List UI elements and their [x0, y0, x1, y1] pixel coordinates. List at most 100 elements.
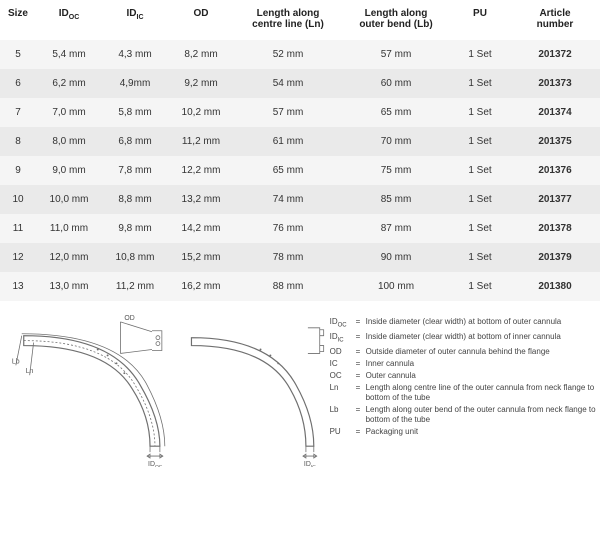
- cell-idic: 10,8 mm: [102, 243, 168, 272]
- legend-key: IDOC: [330, 317, 356, 330]
- legend-eq: =: [356, 427, 366, 437]
- cell-size: 7: [0, 98, 36, 127]
- cell-od: 12,2 mm: [168, 156, 234, 185]
- cell-pu: 1 Set: [450, 40, 510, 69]
- legend-key: OC: [330, 371, 356, 381]
- legend-eq: =: [356, 359, 366, 369]
- cell-idoc: 5,4 mm: [36, 40, 102, 69]
- cell-art: 201379: [510, 243, 600, 272]
- cell-idic: 8,8 mm: [102, 185, 168, 214]
- cell-idic: 4,9mm: [102, 69, 168, 98]
- legend-eq: =: [356, 332, 366, 345]
- cell-art: 201375: [510, 127, 600, 156]
- cannula-diagram: OD Lb Ln IDOC: [4, 307, 330, 467]
- cell-lb: 90 mm: [342, 243, 450, 272]
- col-header-idoc: IDOC: [36, 0, 102, 40]
- cell-size: 6: [0, 69, 36, 98]
- cell-pu: 1 Set: [450, 214, 510, 243]
- cell-ln: 78 mm: [234, 243, 342, 272]
- cell-lb: 87 mm: [342, 214, 450, 243]
- legend-value: Inner cannula: [366, 359, 596, 369]
- table-row: 99,0 mm7,8 mm12,2 mm65 mm75 mm1 Set20137…: [0, 156, 600, 185]
- cell-ln: 74 mm: [234, 185, 342, 214]
- cell-od: 9,2 mm: [168, 69, 234, 98]
- col-header-idic: IDIC: [102, 0, 168, 40]
- legend-key: Lb: [330, 405, 356, 425]
- legend-row: IDIC=Inside diameter (clear width) at bo…: [330, 332, 596, 345]
- legend-value: Inside diameter (clear width) at bottom …: [366, 317, 596, 330]
- col-header-ln: Length alongcentre line (Ln): [234, 0, 342, 40]
- cell-od: 14,2 mm: [168, 214, 234, 243]
- diagram-label-od: OD: [124, 315, 134, 322]
- table-row: 55,4 mm4,3 mm8,2 mm52 mm57 mm1 Set201372: [0, 40, 600, 69]
- legend-key: PU: [330, 427, 356, 437]
- legend-row: IC=Inner cannula: [330, 359, 596, 369]
- table-row: 1212,0 mm10,8 mm15,2 mm78 mm90 mm1 Set20…: [0, 243, 600, 272]
- legend-row: OD=Outside diameter of outer cannula beh…: [330, 347, 596, 357]
- cell-ln: 54 mm: [234, 69, 342, 98]
- legend-value: Inside diameter (clear width) at bottom …: [366, 332, 596, 345]
- spec-table: SizeIDOCIDICODLength alongcentre line (L…: [0, 0, 600, 301]
- cell-lb: 70 mm: [342, 127, 450, 156]
- cell-ln: 52 mm: [234, 40, 342, 69]
- cell-idic: 5,8 mm: [102, 98, 168, 127]
- cell-pu: 1 Set: [450, 243, 510, 272]
- diagram-label-idic: IDIC: [304, 461, 316, 467]
- col-header-art: Articlenumber: [510, 0, 600, 40]
- cell-pu: 1 Set: [450, 98, 510, 127]
- table-row: 88,0 mm6,8 mm11,2 mm61 mm70 mm1 Set20137…: [0, 127, 600, 156]
- legend-value: Length along centre line of the outer ca…: [366, 383, 596, 403]
- cell-lb: 60 mm: [342, 69, 450, 98]
- table-row: 66,2 mm4,9mm9,2 mm54 mm60 mm1 Set201373: [0, 69, 600, 98]
- cell-idoc: 8,0 mm: [36, 127, 102, 156]
- legend-row: OC=Outer cannula: [330, 371, 596, 381]
- legend-eq: =: [356, 317, 366, 330]
- cell-size: 12: [0, 243, 36, 272]
- cell-idoc: 10,0 mm: [36, 185, 102, 214]
- legend-eq: =: [356, 347, 366, 357]
- cell-od: 13,2 mm: [168, 185, 234, 214]
- cell-od: 16,2 mm: [168, 272, 234, 301]
- table-row: 1111,0 mm9,8 mm14,2 mm76 mm87 mm1 Set201…: [0, 214, 600, 243]
- legend-value: Outside diameter of outer cannula behind…: [366, 347, 596, 357]
- table-header: SizeIDOCIDICODLength alongcentre line (L…: [0, 0, 600, 40]
- table-row: 1010,0 mm8,8 mm13,2 mm74 mm85 mm1 Set201…: [0, 185, 600, 214]
- table-body: 55,4 mm4,3 mm8,2 mm52 mm57 mm1 Set201372…: [0, 40, 600, 301]
- cell-idic: 7,8 mm: [102, 156, 168, 185]
- cell-size: 10: [0, 185, 36, 214]
- cell-ln: 76 mm: [234, 214, 342, 243]
- legend-key: Ln: [330, 383, 356, 403]
- legend-eq: =: [356, 383, 366, 403]
- cell-art: 201373: [510, 69, 600, 98]
- cell-lb: 100 mm: [342, 272, 450, 301]
- cell-ln: 88 mm: [234, 272, 342, 301]
- cell-od: 10,2 mm: [168, 98, 234, 127]
- legend-key: OD: [330, 347, 356, 357]
- legend-row: Lb=Length along outer bend of the outer …: [330, 405, 596, 425]
- cell-ln: 61 mm: [234, 127, 342, 156]
- legend-key: IDIC: [330, 332, 356, 345]
- legend: IDOC=Inside diameter (clear width) at bo…: [330, 307, 596, 467]
- legend-eq: =: [356, 405, 366, 425]
- cell-idoc: 11,0 mm: [36, 214, 102, 243]
- col-header-size: Size: [0, 0, 36, 40]
- cell-od: 11,2 mm: [168, 127, 234, 156]
- cell-idoc: 9,0 mm: [36, 156, 102, 185]
- cell-od: 8,2 mm: [168, 40, 234, 69]
- col-header-pu: PU: [450, 0, 510, 40]
- cell-lb: 57 mm: [342, 40, 450, 69]
- legend-value: Outer cannula: [366, 371, 596, 381]
- col-header-od: OD: [168, 0, 234, 40]
- cell-idoc: 7,0 mm: [36, 98, 102, 127]
- legend-row: Ln=Length along centre line of the outer…: [330, 383, 596, 403]
- cell-od: 15,2 mm: [168, 243, 234, 272]
- cell-idoc: 12,0 mm: [36, 243, 102, 272]
- cell-idic: 4,3 mm: [102, 40, 168, 69]
- diagram-label-idoc: IDOC: [148, 461, 163, 467]
- table-row: 77,0 mm5,8 mm10,2 mm57 mm65 mm1 Set20137…: [0, 98, 600, 127]
- legend-key: IC: [330, 359, 356, 369]
- cell-pu: 1 Set: [450, 127, 510, 156]
- cell-pu: 1 Set: [450, 156, 510, 185]
- cell-idoc: 13,0 mm: [36, 272, 102, 301]
- cell-art: 201372: [510, 40, 600, 69]
